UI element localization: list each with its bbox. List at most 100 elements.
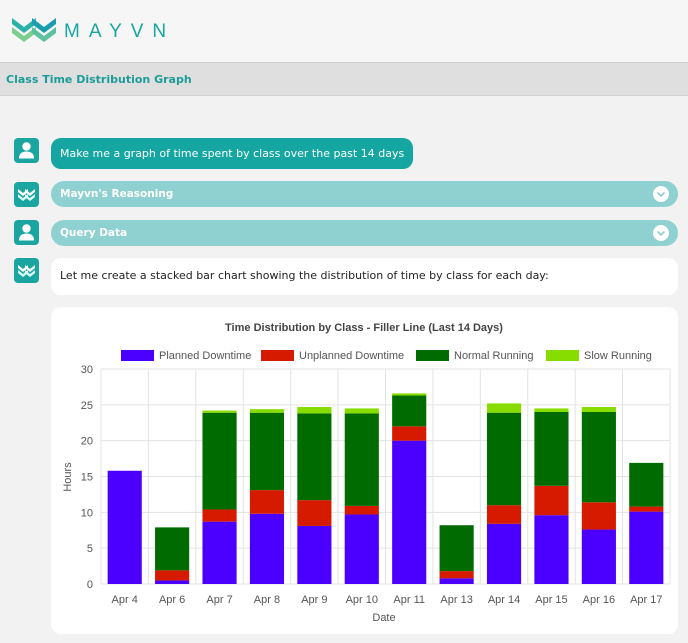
bar-segment [486,523,522,584]
top-bar: MAYVN [0,0,688,62]
page-title: Class Time Distribution Graph [6,73,192,86]
bar-segment [581,406,616,412]
bar-segment [155,527,190,571]
x-tick-label: Apr 16 [583,594,615,606]
bar-segment [392,440,427,584]
user-avatar [14,220,39,245]
chart-card: Time Distribution by Class - Filler Line… [51,307,678,634]
bar-segment [344,505,379,515]
bar-segment [344,408,379,414]
bar-segment [249,513,285,584]
legend-label: Normal Running [454,350,533,362]
page-title-bar: Class Time Distribution Graph [0,62,688,96]
x-tick-label: Apr 15 [535,594,567,606]
bar-segment [439,525,474,572]
legend-swatch [121,350,154,361]
assistant-avatar [14,182,39,207]
chart-title: Time Distribution by Class - Filler Line… [225,322,503,334]
y-tick-label: 20 [81,436,93,448]
bar-segment [344,514,379,584]
legend-item[interactable]: Slow Running [546,350,652,362]
y-tick-label: 30 [81,364,93,376]
bar-segment [155,580,190,584]
bar-segment [534,485,569,516]
x-tick-label: Apr 9 [301,594,327,606]
y-tick-label: 10 [81,507,93,519]
chart-grid [100,368,671,585]
query-data-label: Query Data [60,227,128,239]
bar-segment [439,571,474,579]
reasoning-accordion[interactable]: Mayvn's Reasoning [51,181,678,207]
bar-segment [202,412,237,510]
mayvn-logo-icon [12,18,56,42]
legend-item[interactable]: Unplanned Downtime [261,350,404,362]
user-icon [19,224,34,241]
brand-name: MAYVN [64,21,176,42]
y-tick-label: 25 [81,400,93,412]
bar-segment [297,406,332,414]
bar-segment [392,426,427,441]
bar-segment [629,462,664,507]
bar-segment [486,403,522,413]
chevron-down-icon[interactable] [653,186,669,202]
x-tick-label: Apr 17 [630,594,662,606]
bar-segment [534,412,569,486]
x-tick-label: Apr 14 [488,594,520,606]
bar-segment [202,410,237,413]
stacked-bar-chart: Time Distribution by Class - Filler Line… [62,322,671,624]
bar-segment [155,570,190,581]
bar-segment [249,412,285,491]
bar-segment [392,393,427,396]
x-tick-label: Apr 13 [440,594,472,606]
legend-item[interactable]: Normal Running [416,350,533,362]
bar-segment [297,525,332,584]
user-message: Make me a graph of time spent by class o… [51,138,414,169]
bar-segment [439,578,474,584]
query-data-accordion[interactable]: Query Data [51,220,678,246]
legend-swatch [261,350,294,361]
bar-segment [629,506,664,512]
bar-segment [202,521,237,584]
mayvn-logo-icon [18,265,35,277]
legend-label: Planned Downtime [159,350,251,362]
legend-swatch [546,350,579,361]
chart-legend: Planned Downtime Unplanned Downtime Normal… [121,350,652,362]
bar-segment [581,502,616,530]
bar-segment [202,509,237,522]
legend-label: Slow Running [584,350,652,362]
assistant-avatar [14,258,39,283]
x-tick-label: Apr 8 [254,594,280,606]
x-axis: Apr 4 Apr 6 Apr 7 Apr 8 Apr 9 Apr 10 Apr 11 Apr… [112,594,663,606]
bar-segment [486,505,522,524]
assistant-message: Let me create a stacked bar chart showin… [51,258,678,295]
bar-segment [629,511,664,584]
bar-segment [249,490,285,514]
reasoning-label: Mayvn's Reasoning [60,188,174,200]
chevron-down-icon[interactable] [653,225,669,241]
bar-segment [581,412,616,503]
bar-segment [297,500,332,526]
legend-item[interactable]: Planned Downtime [121,350,251,362]
chart-bars [107,393,664,584]
x-tick-label: Apr 6 [159,594,185,606]
bar-segment [107,470,142,584]
mayvn-logo-icon [18,189,35,201]
legend-label: Unplanned Downtime [299,350,404,362]
x-tick-label: Apr 7 [206,594,232,606]
user-icon [19,142,34,159]
y-axis: 0 5 10 15 20 25 30 [81,364,93,591]
bar-segment [534,515,569,584]
user-avatar [14,138,39,163]
x-tick-label: Apr 4 [112,594,138,606]
bar-segment [297,413,332,501]
y-tick-label: 0 [87,579,93,591]
bar-segment [392,395,427,427]
bar-segment [344,413,379,506]
legend-swatch [416,350,449,361]
y-tick-label: 5 [87,543,93,555]
x-tick-label: Apr 10 [346,594,378,606]
bar-segment [534,408,569,412]
y-axis-label: Hours [62,462,74,492]
bar-segment [249,409,285,413]
assistant-message-text: Let me create a stacked bar chart showin… [60,269,549,282]
